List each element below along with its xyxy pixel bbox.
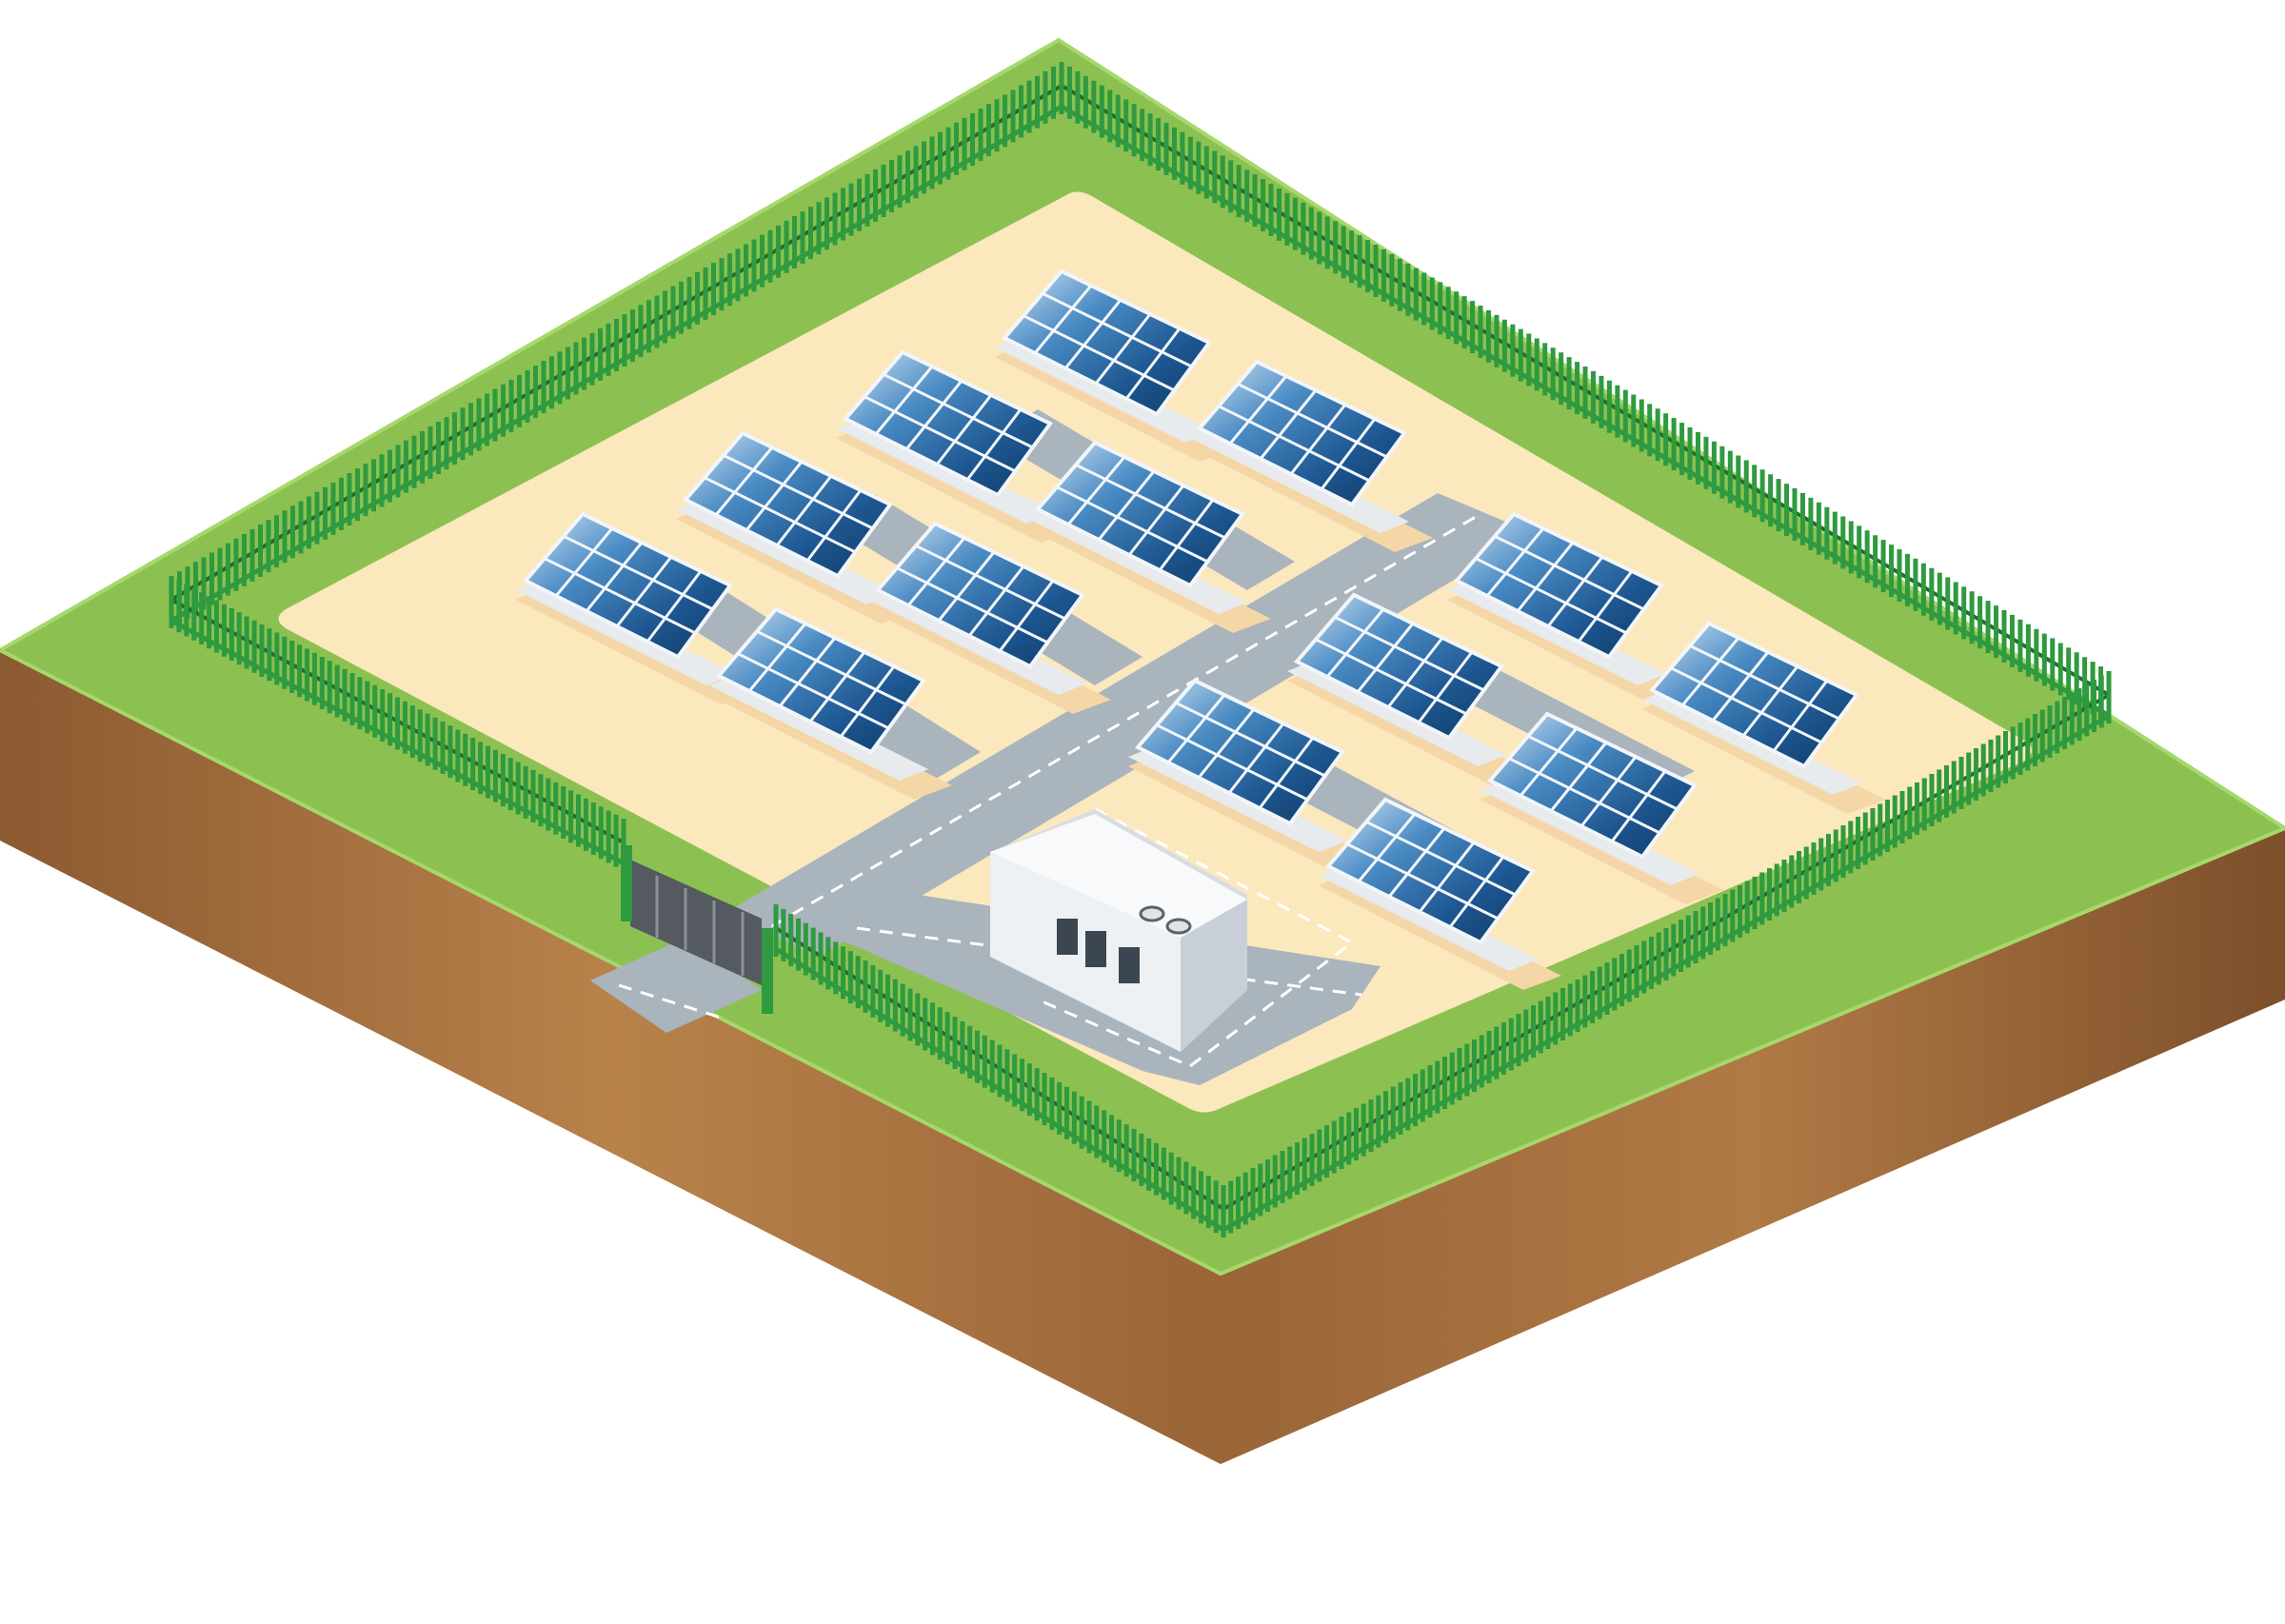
solar-panel-icon	[1480, 711, 1723, 904]
solar-panel-icon	[709, 606, 952, 800]
ac-unit-icon	[1139, 905, 1192, 935]
solar-panel-icon	[516, 511, 759, 704]
solar-panel-icon	[995, 268, 1238, 462]
fence-front-left	[169, 576, 626, 871]
solar-panel-icon	[1642, 621, 1885, 814]
fence-front-right	[1221, 671, 2112, 1238]
solar-panel-icon	[1028, 440, 1271, 633]
control-building	[990, 809, 1247, 1052]
solar-panel-icon	[1319, 797, 1561, 990]
solar-panel-icon	[676, 430, 919, 624]
perimeter-fence	[169, 62, 2112, 1238]
solar-panel-icon	[1128, 678, 1371, 871]
solar-panel-icon	[836, 349, 1079, 543]
solar-panel-icon	[1190, 359, 1433, 552]
solar-panel-icon	[1287, 592, 1530, 785]
solar-panel-array	[516, 268, 1885, 990]
fence-back-left	[169, 62, 1064, 628]
fence-front-middle	[773, 904, 1226, 1238]
solar-panel-icon	[868, 521, 1111, 714]
fence-back-right	[1059, 62, 2112, 723]
ground-soil	[0, 650, 2285, 1464]
building-window-icon	[1057, 919, 1140, 983]
sand-yard	[278, 191, 2032, 1113]
solar-panel-icon	[1447, 511, 1690, 704]
